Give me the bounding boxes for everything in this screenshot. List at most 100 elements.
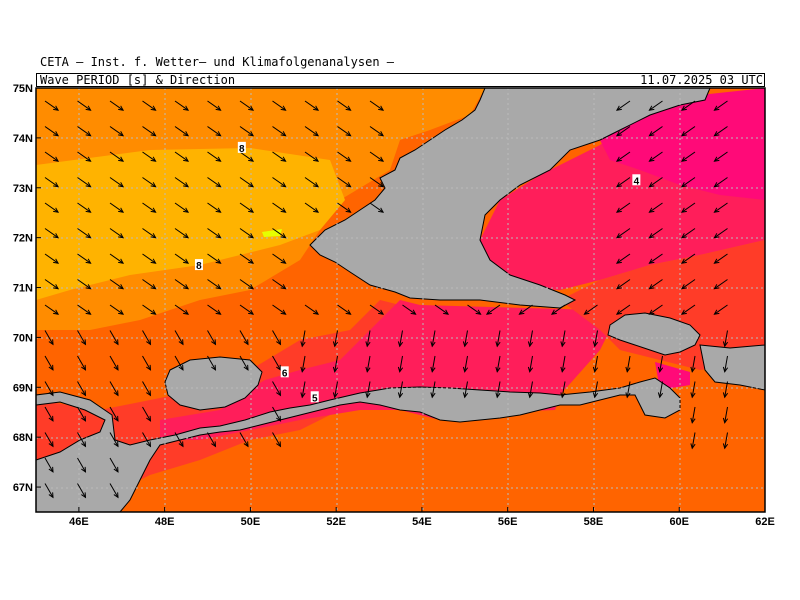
direction-arrow — [724, 381, 728, 398]
direction-arrow-head — [648, 284, 655, 290]
direction-arrow-head — [365, 341, 371, 348]
direction-arrow — [44, 330, 54, 345]
direction-arrow-head — [118, 105, 125, 111]
direction-arrow-head — [81, 466, 87, 473]
direction-arrow-head — [150, 105, 157, 111]
direction-arrow — [77, 330, 86, 345]
direction-arrow-head — [215, 156, 222, 162]
direction-arrow-head — [48, 492, 54, 499]
direction-arrow-head — [81, 492, 87, 499]
direction-arrow-head — [680, 105, 687, 111]
direction-arrow — [239, 355, 249, 371]
direction-arrow-head — [53, 258, 60, 264]
direction-arrow — [616, 279, 631, 290]
direction-arrow — [142, 151, 156, 162]
direction-arrow-head — [560, 366, 566, 373]
contour-label-bg — [280, 366, 289, 378]
direction-arrow — [714, 279, 728, 290]
direction-arrow-head — [215, 309, 222, 315]
direction-arrow-head — [248, 156, 255, 162]
direction-arrow — [616, 151, 631, 162]
direction-arrow — [369, 100, 384, 111]
direction-arrow — [529, 381, 533, 398]
direction-arrow-head — [280, 131, 287, 137]
direction-arrow-head — [215, 207, 222, 213]
direction-arrow-head — [113, 364, 119, 371]
direction-arrow-head — [657, 392, 664, 399]
direction-arrow-head — [276, 441, 282, 448]
direction-arrow — [681, 202, 696, 213]
direction-arrow-head — [378, 105, 385, 111]
direction-arrow — [272, 228, 286, 239]
lat-label: 68N — [13, 432, 33, 444]
direction-arrow — [337, 151, 351, 162]
direction-arrow-head — [183, 284, 190, 290]
direction-arrow-head — [615, 309, 622, 315]
direction-arrow-head — [178, 364, 184, 371]
direction-arrow — [616, 126, 631, 137]
direction-arrow-head — [680, 156, 687, 162]
direction-arrow — [272, 432, 281, 447]
direction-arrow — [337, 202, 351, 213]
direction-arrow — [724, 355, 728, 372]
direction-arrow-head — [146, 415, 152, 422]
direction-arrow — [366, 355, 371, 372]
direction-arrow — [714, 177, 728, 188]
direction-arrow — [496, 330, 501, 347]
direction-arrow-head — [722, 443, 729, 450]
direction-arrow-head — [248, 258, 255, 264]
direction-arrow — [714, 100, 728, 111]
direction-arrow — [304, 202, 319, 213]
direction-arrow-head — [397, 392, 404, 399]
direction-arrow — [239, 228, 254, 239]
contour-label-bg — [237, 141, 246, 153]
direction-arrow — [77, 483, 86, 498]
direction-arrow-head — [648, 207, 655, 213]
direction-arrow-head — [81, 390, 87, 397]
direction-arrow-head — [680, 258, 687, 264]
direction-arrow-head — [560, 341, 566, 348]
direction-arrow — [77, 100, 91, 111]
direction-arrow — [681, 151, 696, 162]
direction-arrow — [109, 202, 124, 213]
direction-arrow — [207, 279, 221, 290]
direction-arrow-head — [345, 131, 352, 137]
direction-arrow — [239, 330, 249, 345]
direction-arrow-head — [648, 258, 655, 264]
direction-arrow-head — [183, 258, 190, 264]
direction-arrow — [77, 432, 86, 447]
direction-arrow — [142, 432, 151, 447]
direction-arrow — [142, 253, 156, 264]
direction-arrow-head — [53, 207, 60, 213]
direction-arrow — [44, 202, 59, 213]
direction-arrow — [714, 304, 728, 315]
direction-arrow-head — [313, 156, 320, 162]
direction-arrow — [304, 100, 319, 111]
direction-arrow-head — [183, 309, 190, 315]
direction-arrow — [207, 304, 221, 315]
direction-arrow-head — [713, 105, 720, 111]
direction-arrow-head — [215, 284, 222, 290]
contour-label: 4 — [634, 176, 640, 187]
direction-arrow — [681, 100, 696, 111]
direction-arrow-head — [648, 131, 655, 137]
direction-arrow-head — [397, 341, 404, 348]
direction-arrow-head — [280, 309, 287, 315]
direction-arrow-head — [648, 233, 655, 239]
direction-arrow-head — [332, 366, 339, 373]
direction-arrow-head — [178, 339, 184, 346]
direction-arrow — [239, 126, 254, 137]
direction-arrow — [724, 432, 728, 449]
contour-label: 5 — [312, 393, 318, 404]
direction-arrow-head — [248, 207, 255, 213]
direction-arrow — [561, 330, 566, 347]
direction-arrow — [399, 381, 403, 398]
direction-arrow-head — [410, 309, 417, 315]
direction-arrow — [649, 100, 663, 111]
direction-arrow — [561, 381, 566, 398]
contour-labels: 8 8 4 6 5 — [194, 141, 641, 404]
direction-arrow — [399, 355, 403, 372]
direction-arrow-head — [118, 182, 125, 188]
direction-arrow — [649, 253, 663, 264]
direction-arrow-head — [215, 105, 222, 111]
